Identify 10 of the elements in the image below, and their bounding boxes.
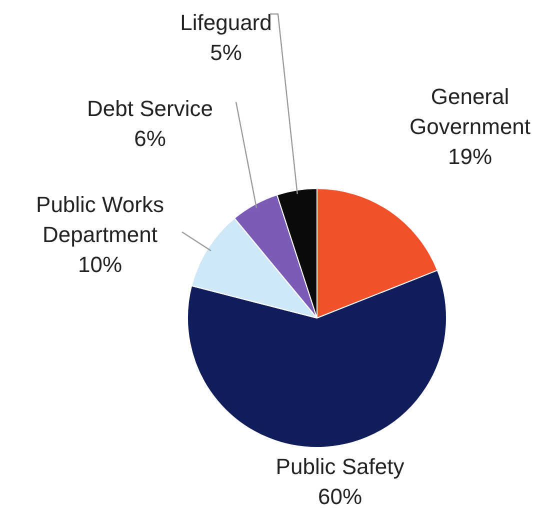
- data-label: 10%: [78, 252, 122, 278]
- slice-label: Lifeguard: [180, 10, 272, 36]
- data-label: 60%: [318, 484, 362, 510]
- data-label: 19%: [448, 144, 492, 170]
- slice-label: Public Works Department: [36, 192, 164, 248]
- slice-label: Public Safety: [276, 454, 404, 480]
- data-label: 5%: [210, 40, 242, 66]
- slice-label: Debt Service: [87, 96, 213, 122]
- data-label: 6%: [134, 126, 166, 152]
- slice-label: General Government: [409, 84, 531, 140]
